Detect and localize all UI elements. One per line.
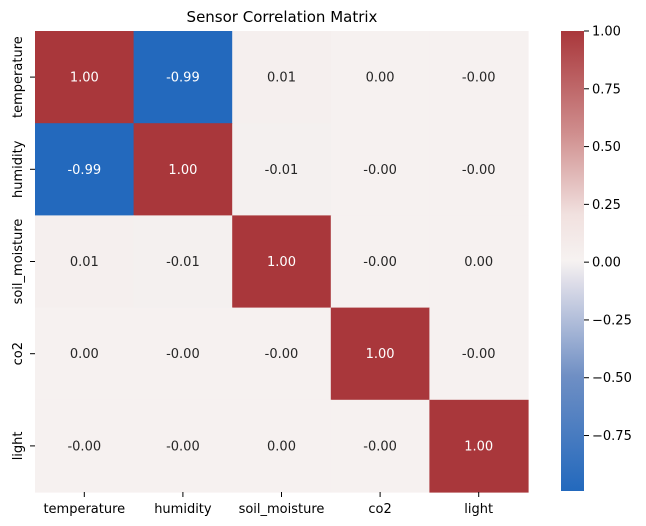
colorbar-axis: 1.00 0.75 0.50 0.25 0.00 −0.25 −0.50 −0.75	[584, 25, 632, 444]
cell-label: -0.00	[265, 347, 299, 362]
heatmap-cell	[429, 215, 529, 309]
chart-title: Sensor Correlation Matrix	[187, 8, 378, 26]
colorbar-tick-label: 0.00	[592, 256, 621, 271]
heatmap-cell	[330, 31, 430, 124]
heatmap-cell	[133, 31, 233, 124]
cell-label: -0.00	[166, 347, 200, 362]
cell-label: -0.00	[462, 163, 496, 178]
colorbar-tick-label: −0.50	[592, 371, 632, 386]
heatmap-cell	[330, 307, 430, 401]
y-axis: temperature humidity soil_moisture co2 light	[11, 36, 35, 460]
cell-label: -0.01	[166, 255, 200, 270]
heatmap-cell	[35, 215, 135, 309]
heatmap-cell	[429, 399, 529, 493]
y-tick-label: co2	[11, 342, 26, 365]
colorbar-tick-label: −0.25	[592, 313, 632, 328]
cell-label: 1.00	[267, 255, 296, 270]
x-tick-label: co2	[368, 502, 391, 517]
y-tick-label: soil_moisture	[11, 219, 26, 305]
heatmap-cell	[232, 399, 332, 493]
heatmap-cell	[133, 123, 233, 216]
cell-label: 1.00	[464, 439, 493, 454]
heatmap-cell	[330, 399, 430, 493]
heatmap-cell	[330, 215, 430, 309]
heatmap-cell	[35, 307, 135, 401]
cell-label: -0.00	[363, 163, 397, 178]
cell-label: -0.00	[363, 255, 397, 270]
cell-label: 0.01	[267, 71, 296, 86]
heatmap-cell	[330, 123, 430, 216]
y-tick-label: light	[11, 431, 26, 460]
cell-label: 1.00	[168, 163, 197, 178]
cell-label: 0.00	[267, 439, 296, 454]
cell-label: -0.01	[265, 163, 299, 178]
heatmap-cell	[232, 123, 332, 216]
heatmap-cell	[232, 215, 332, 309]
x-tick-label: humidity	[154, 502, 212, 517]
heatmap-cell	[232, 307, 332, 401]
cell-label: -0.99	[67, 163, 101, 178]
cell-label: 1.00	[70, 71, 99, 86]
heatmap-cell	[133, 307, 233, 401]
y-tick-label: humidity	[11, 140, 26, 198]
cell-label: 1.00	[366, 347, 395, 362]
heatmap-cell	[429, 31, 529, 124]
cell-label: 0.00	[464, 255, 493, 270]
x-tick-label: temperature	[43, 502, 125, 517]
heatmap-cell	[429, 307, 529, 401]
x-tick-label: light	[464, 502, 493, 517]
heatmap-cell	[133, 215, 233, 309]
colorbar	[561, 31, 584, 491]
heatmap-cell	[35, 31, 135, 124]
colorbar-tick-label: 0.50	[592, 140, 621, 155]
colorbar-tick-label: −0.75	[592, 429, 632, 444]
heatmap-cell	[35, 399, 135, 493]
cell-label: -0.00	[462, 71, 496, 86]
cell-label: -0.00	[166, 439, 200, 454]
x-axis: temperature humidity soil_moisture co2 light	[43, 492, 493, 517]
cell-label: -0.00	[363, 439, 397, 454]
colorbar-tick-label: 1.00	[592, 25, 621, 40]
cell-label: -0.00	[462, 347, 496, 362]
cell-label: -0.00	[67, 439, 101, 454]
colorbar-tick-label: 0.75	[592, 82, 621, 97]
cell-label: -0.99	[166, 71, 200, 86]
heatmap-cells: 1.00 -0.99 0.01 0.00 -0.00 -0.99 1.00 -0.01 -0.0…	[35, 31, 529, 493]
y-tick-label: temperature	[11, 36, 26, 118]
x-tick-label: soil_moisture	[239, 502, 325, 517]
cell-label: 0.01	[70, 255, 99, 270]
heatmap-cell	[35, 123, 135, 216]
heatmap-cell	[133, 399, 233, 493]
colorbar-tick-label: 0.25	[592, 198, 621, 213]
cell-label: 0.00	[70, 347, 99, 362]
heatmap-cell	[232, 31, 332, 124]
heatmap-cell	[429, 123, 529, 216]
cell-label: 0.00	[366, 71, 395, 86]
